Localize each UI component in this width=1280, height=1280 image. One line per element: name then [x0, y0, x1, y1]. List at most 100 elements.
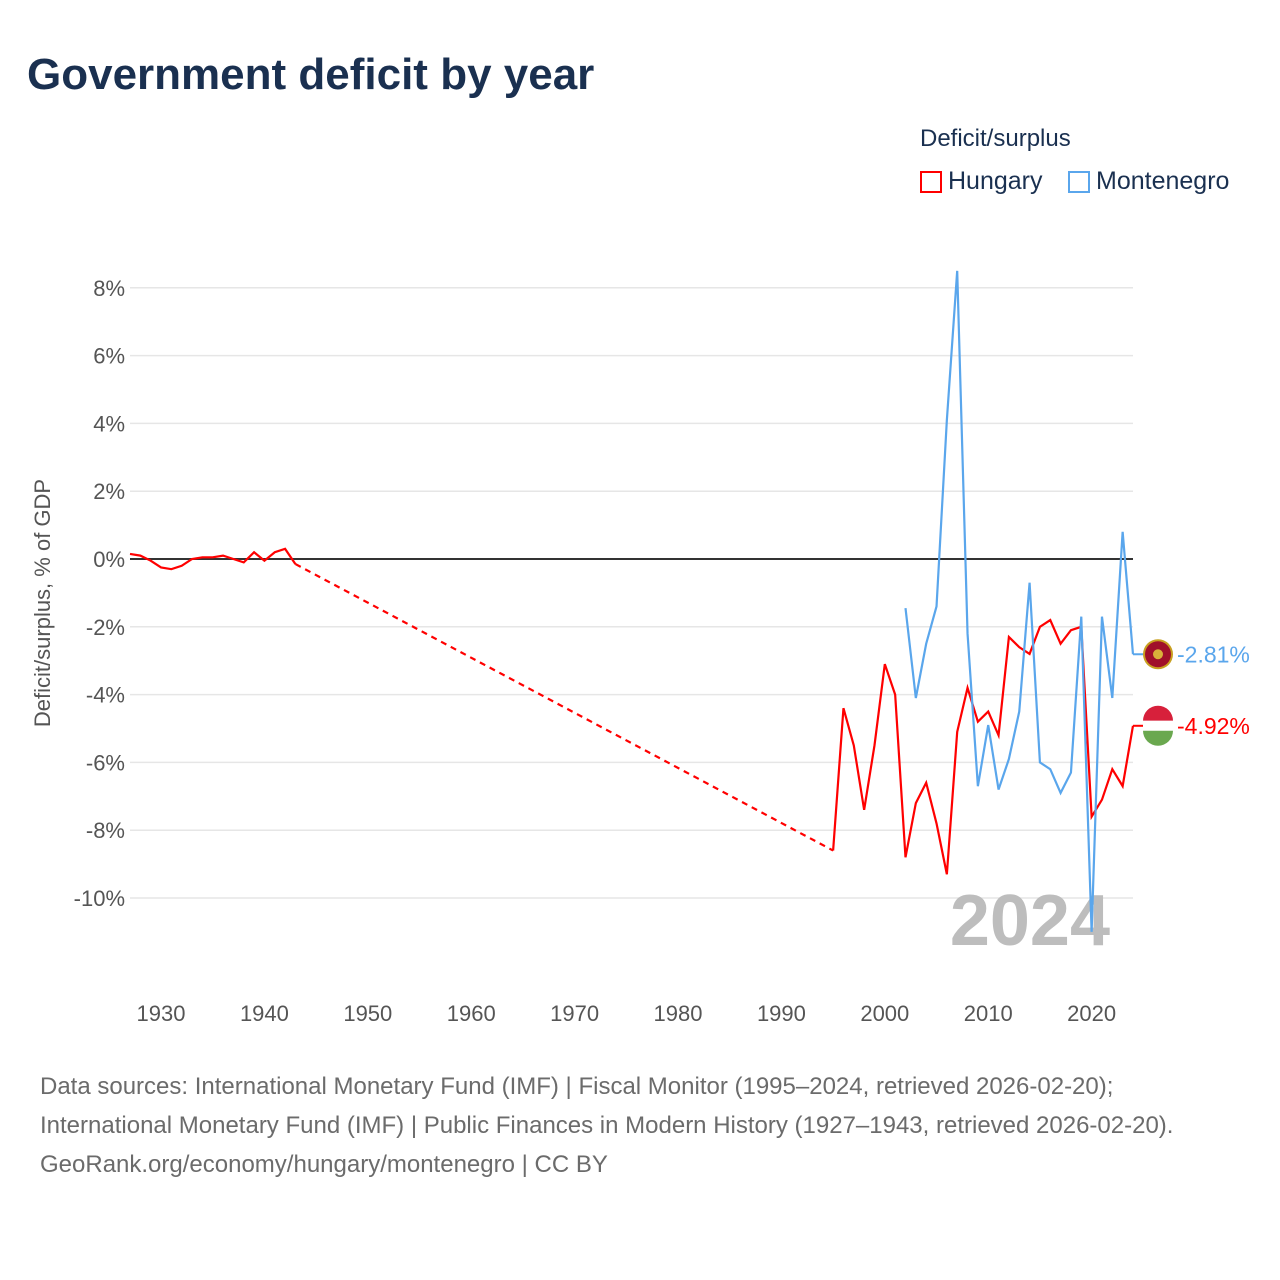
x-tick-label: 1950	[343, 1001, 392, 1026]
y-tick-label: -8%	[86, 818, 125, 843]
legend-swatch	[920, 170, 942, 193]
data-point	[148, 558, 154, 564]
data-point	[934, 820, 940, 826]
legend-label: Hungary	[948, 167, 1043, 195]
data-point	[861, 807, 867, 813]
data-point	[210, 554, 216, 560]
data-point	[965, 685, 971, 691]
end-value-label: -2.81%	[1177, 641, 1250, 667]
x-tick-label: 1990	[757, 1001, 806, 1026]
data-point	[923, 641, 929, 647]
legend-swatch	[1068, 170, 1090, 193]
data-point	[1068, 770, 1074, 776]
sources: Data sources: International Monetary Fun…	[40, 1067, 1240, 1184]
data-point	[1120, 529, 1126, 535]
x-tick-label: 1960	[447, 1001, 496, 1026]
data-point	[954, 729, 960, 735]
data-point	[985, 722, 991, 728]
data-point	[179, 563, 185, 569]
data-point	[199, 554, 205, 560]
y-tick-label: 2%	[93, 479, 125, 504]
data-point	[871, 742, 877, 748]
data-point	[975, 719, 981, 725]
series-line-montenegro	[904, 270, 1135, 932]
data-point	[923, 780, 929, 786]
y-tick-label: 0%	[93, 547, 125, 572]
page-title: Government deficit by year	[27, 50, 595, 99]
data-point	[913, 695, 919, 701]
data-point	[1006, 634, 1012, 640]
data-point	[965, 631, 971, 637]
data-point	[127, 551, 133, 557]
data-point	[1058, 790, 1064, 796]
x-tick-label: 1940	[240, 1001, 289, 1026]
data-point	[189, 556, 195, 562]
data-point	[1089, 814, 1095, 820]
data-point	[1109, 695, 1115, 701]
end-value-label: -4.92%	[1177, 713, 1250, 739]
data-point	[975, 783, 981, 789]
source-text: Data sources: International Monetary Fun…	[40, 1073, 1174, 1139]
hungary-flag-icon	[1143, 705, 1173, 721]
data-point	[934, 603, 940, 609]
data-point	[851, 742, 857, 748]
data-point	[996, 732, 1002, 738]
y-axis-label: Deficit/surplus, % of GDP	[30, 479, 55, 727]
data-point	[1099, 797, 1105, 803]
x-tick-label: 2010	[964, 1001, 1013, 1026]
data-point	[996, 787, 1002, 793]
data-point	[1058, 641, 1064, 647]
x-tick-label: 1980	[654, 1001, 703, 1026]
legend-title: Deficit/surplus	[920, 125, 1071, 152]
data-point	[292, 561, 298, 567]
chart: 8% 6% 4% 2% 0% -2% -4% -6% -8% -10% 1930 1940 1950 19…	[30, 268, 1250, 1026]
legend-label: Montenegro	[1096, 167, 1230, 195]
data-point	[1016, 709, 1022, 715]
data-point	[220, 553, 226, 559]
montenegro-flag-icon	[1153, 649, 1163, 660]
data-point	[1037, 624, 1043, 630]
x-tick-label: 1970	[550, 1001, 599, 1026]
data-point	[882, 661, 888, 667]
data-point	[985, 709, 991, 715]
hungary-flag-icon	[1143, 720, 1173, 731]
data-point	[230, 556, 236, 562]
y-tick-label: 6%	[93, 344, 125, 369]
data-point	[282, 546, 288, 552]
data-point	[944, 417, 950, 423]
data-point	[1099, 614, 1105, 620]
data-point	[261, 558, 267, 564]
data-point	[241, 559, 247, 565]
data-point	[1037, 759, 1043, 765]
year-label: 2024	[950, 881, 1110, 961]
data-point	[1006, 756, 1012, 762]
data-point	[158, 564, 164, 570]
data-point	[1016, 644, 1022, 650]
y-tick-label: -6%	[86, 750, 125, 775]
source-link[interactable]: GeoRank.org/economy/hungary/montenegro |…	[40, 1151, 608, 1178]
legend-item-montenegro[interactable]: Montenegro	[1068, 167, 1229, 196]
data-point	[1027, 580, 1033, 586]
data-point	[1047, 766, 1053, 772]
y-tick-label: -10%	[74, 886, 125, 911]
data-point	[954, 268, 960, 274]
x-tick-label: 2000	[860, 1001, 909, 1026]
data-point	[1027, 651, 1033, 657]
hungary-flag-icon	[1143, 730, 1173, 746]
series-line-hungary	[129, 547, 297, 571]
y-tick-label: -4%	[86, 683, 125, 708]
legend-item-hungary[interactable]: Hungary	[920, 167, 1043, 196]
x-tick-label: 2020	[1067, 1001, 1116, 1026]
data-point	[1120, 783, 1126, 789]
data-point	[1109, 766, 1115, 772]
data-point	[1068, 627, 1074, 633]
y-tick-label: 8%	[93, 276, 125, 301]
data-point	[1047, 617, 1053, 623]
y-tick-label: 4%	[93, 411, 125, 436]
gap-line-hungary	[294, 563, 834, 852]
data-point	[913, 800, 919, 806]
data-point	[168, 566, 174, 572]
data-point	[944, 871, 950, 877]
data-point	[830, 848, 836, 854]
